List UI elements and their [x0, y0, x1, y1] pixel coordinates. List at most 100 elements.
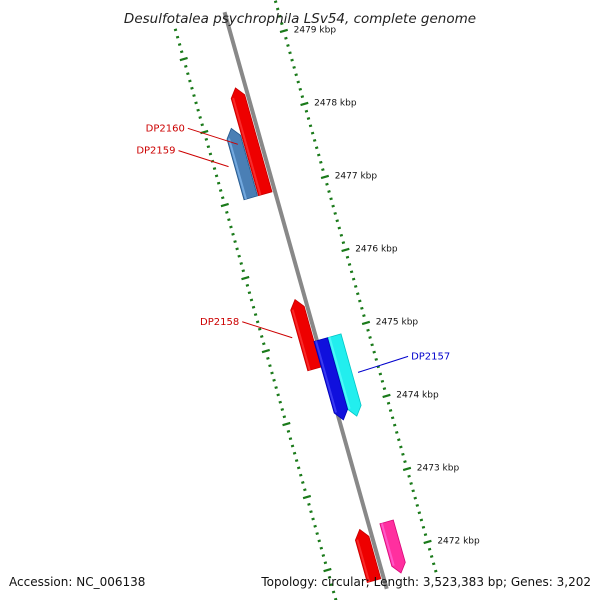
- minor-tick: [198, 116, 202, 119]
- minor-tick: [317, 153, 321, 157]
- map-title: Desulfotalea psychrophila LSv54, complet…: [124, 11, 476, 27]
- minor-tick: [395, 430, 399, 434]
- major-tick: [279, 28, 289, 34]
- gene-label-dp2157[interactable]: DP2157: [411, 351, 450, 362]
- gene-highlight: [315, 340, 338, 413]
- accession-text: Accession: NC_006138: [9, 575, 145, 589]
- gene-highlight: [291, 309, 311, 371]
- major-tick: [382, 393, 391, 399]
- minor-tick: [299, 473, 303, 477]
- minor-tick: [237, 254, 241, 258]
- minor-tick: [190, 86, 194, 90]
- gene-arrow-dp2159[interactable]: [226, 127, 258, 201]
- minor-tick: [314, 146, 319, 150]
- minor-tick: [337, 226, 342, 230]
- scale-label-2472: 2472 kbp: [437, 536, 480, 546]
- major-tick: [282, 421, 291, 427]
- minor-tick: [347, 263, 352, 266]
- minor-tick: [247, 291, 252, 295]
- minor-tick: [280, 22, 284, 26]
- minor-tick: [296, 80, 300, 84]
- minor-tick: [175, 35, 180, 39]
- minor-tick: [331, 204, 335, 208]
- minor-tick: [303, 488, 307, 492]
- minor-tick: [329, 197, 333, 201]
- minor-tick: [358, 299, 362, 303]
- genome-backbone: [222, 11, 389, 590]
- gene-arrow-dp2158[interactable]: [290, 298, 322, 372]
- minor-tick: [208, 152, 213, 156]
- gene-label-dp2160[interactable]: DP2160: [146, 123, 185, 134]
- minor-tick: [233, 240, 237, 244]
- minor-tick: [192, 94, 196, 98]
- gene-highlight: [232, 97, 262, 196]
- minor-tick: [307, 502, 311, 506]
- minor-tick: [308, 124, 313, 128]
- minor-tick: [231, 232, 235, 236]
- minor-tick: [253, 313, 258, 317]
- minor-tick: [321, 168, 325, 172]
- minor-tick: [273, 0, 278, 4]
- minor-tick: [286, 429, 291, 433]
- minor-tick: [239, 262, 243, 265]
- minor-tick: [417, 511, 422, 515]
- scale-label-2479: 2479 kbp: [294, 25, 337, 35]
- minor-tick: [421, 525, 426, 529]
- minor-tick: [370, 343, 374, 347]
- minor-tick: [184, 64, 188, 68]
- minor-tick: [415, 503, 420, 507]
- minor-tick: [327, 575, 332, 579]
- minor-tick: [255, 320, 260, 324]
- minor-tick: [229, 225, 233, 229]
- minor-tick: [413, 496, 417, 500]
- gene-highlight: [227, 138, 247, 200]
- minor-tick: [333, 211, 337, 215]
- minor-tick: [374, 357, 378, 361]
- gene-arrow-blue-forward[interactable]: [313, 337, 349, 421]
- minor-tick: [274, 386, 278, 390]
- minor-tick: [245, 283, 250, 287]
- minor-tick: [275, 7, 280, 11]
- minor-tick: [313, 524, 317, 528]
- minor-tick: [272, 378, 276, 382]
- minor-tick: [321, 554, 326, 557]
- minor-tick: [221, 196, 225, 200]
- minor-tick: [309, 510, 313, 514]
- minor-tick: [319, 160, 323, 164]
- minor-tick: [386, 401, 391, 405]
- scale-label-2473: 2473 kbp: [417, 463, 460, 473]
- minor-tick: [270, 371, 274, 375]
- minor-tick: [382, 387, 387, 391]
- minor-tick: [177, 43, 182, 46]
- minor-tick: [216, 181, 221, 185]
- minor-tick: [294, 459, 299, 463]
- gene-arrow-pink-bottom[interactable]: [379, 519, 406, 574]
- gene-arrow-dp2160[interactable]: [230, 87, 273, 197]
- minor-tick: [349, 270, 354, 274]
- minor-tick: [282, 415, 287, 419]
- minor-tick: [298, 87, 303, 91]
- minor-tick: [173, 28, 178, 32]
- gene-label-dp2158[interactable]: DP2158: [200, 317, 239, 328]
- leader-line-dp2158: [242, 321, 293, 339]
- minor-tick: [401, 452, 405, 456]
- minor-tick: [341, 241, 346, 245]
- minor-tick: [353, 284, 358, 288]
- gene-arrow-red-bottom[interactable]: [354, 528, 382, 583]
- minor-tick: [325, 182, 329, 186]
- minor-tick: [196, 108, 200, 112]
- major-tick: [341, 247, 350, 253]
- scale-label-2478: 2478 kbp: [314, 98, 357, 108]
- genome-summary-text: Topology: circular; Length: 3,523,383 bp…: [260, 575, 591, 589]
- minor-tick: [319, 546, 324, 550]
- minor-tick: [214, 174, 219, 178]
- gene-highlight: [356, 539, 371, 583]
- minor-tick: [390, 416, 395, 420]
- gene-label-dp2159[interactable]: DP2159: [136, 146, 175, 157]
- minor-tick: [249, 298, 254, 302]
- leader-line-dp2160: [187, 127, 238, 145]
- minor-tick: [206, 145, 211, 149]
- minor-tick: [251, 305, 256, 309]
- minor-tick: [427, 547, 432, 551]
- minor-tick: [360, 306, 364, 310]
